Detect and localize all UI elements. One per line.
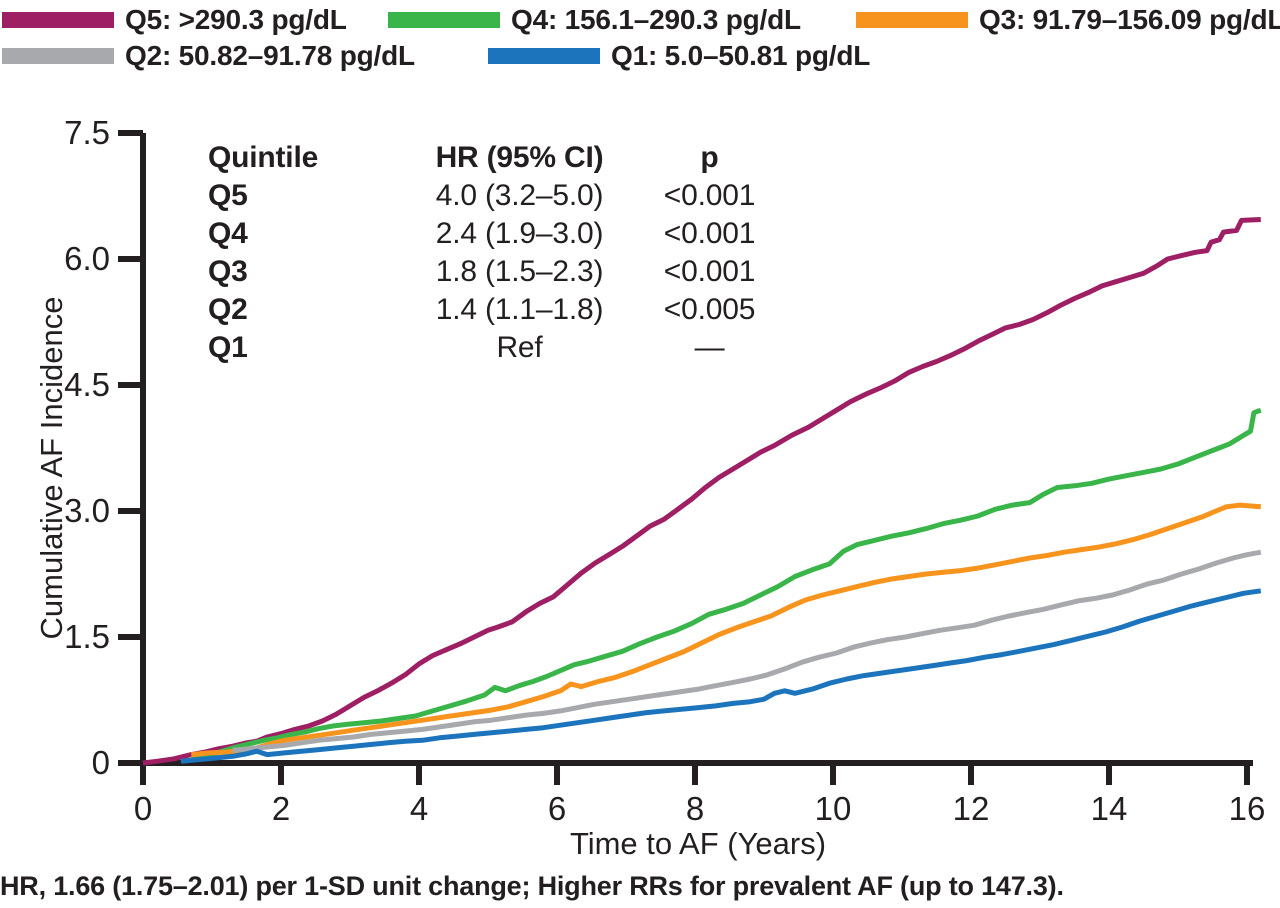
y-axis-tick-label: 1.5 (64, 618, 110, 655)
x-axis-tick-label: 4 (410, 790, 428, 827)
table-cell-hr: 4.0 (3.2–5.0) (435, 179, 604, 212)
y-axis-tick-label: 6.0 (64, 240, 110, 277)
x-axis-tick-label: 12 (953, 790, 990, 827)
series-q3-line (191, 502, 1261, 758)
table-cell-hr: 2.4 (1.9–3.0) (435, 217, 604, 250)
q5-color-swatch (2, 12, 114, 28)
legend-label-q3: Q3: 91.79–156.09 pg/dL (979, 4, 1280, 35)
y-axis-tick-label: 3.0 (64, 492, 110, 529)
y-axis-tick-label: 4.5 (64, 366, 110, 403)
series-q5-line (142, 217, 1261, 766)
legend-item-q2: Q2: 50.82–91.78 pg/dL (2, 40, 415, 72)
x-axis-tick-label: 0 (134, 790, 152, 827)
legend-item-q4: Q4: 156.1–290.3 pg/dL (388, 4, 801, 36)
series-q2-line (232, 549, 1262, 753)
legend-label-q5: Q5: >290.3 pg/dL (125, 4, 347, 35)
hazard-ratio-table: Quintile HR (95% CI) p Q5 4.0 (3.2–5.0) … (208, 139, 802, 367)
q4-color-swatch (388, 12, 500, 28)
table-cell-quintile: Q2 (208, 293, 248, 326)
legend-item-q1: Q1: 5.0–50.81 pg/dL (488, 40, 870, 72)
x-axis-tick-label: 14 (1091, 790, 1128, 827)
q3-color-swatch (856, 12, 968, 28)
legend-item-q3: Q3: 91.79–156.09 pg/dL (856, 4, 1280, 36)
table-header-quintile: Quintile (208, 141, 319, 174)
table-cell-hr: 1.8 (1.5–2.3) (435, 255, 604, 288)
series-q1-line (180, 588, 1262, 764)
table-cell-p: <0.005 (663, 293, 756, 326)
q1-color-swatch (488, 48, 600, 64)
x-axis-title: Time to AF (Years) (569, 826, 827, 861)
q2-color-swatch (2, 48, 114, 64)
table-cell-quintile: Q1 (208, 331, 248, 364)
x-axis-tick-label: 16 (1229, 790, 1266, 827)
series-q4-line (190, 407, 1262, 762)
table-cell-quintile: Q5 (208, 179, 248, 212)
legend-label-q2: Q2: 50.82–91.78 pg/dL (125, 40, 415, 71)
table-cell-hr: 1.4 (1.1–1.8) (435, 293, 604, 326)
table-header-p: p (700, 141, 719, 174)
table-cell-p: <0.001 (663, 217, 756, 250)
y-axis-tick-label: 0 (92, 744, 110, 781)
figure-caption: HR, 1.66 (1.75–2.01) per 1-SD unit chang… (0, 871, 1064, 901)
legend-label-q4: Q4: 156.1–290.3 pg/dL (511, 4, 801, 35)
table-cell-quintile: Q4 (208, 217, 248, 250)
y-axis-title: Cumulative AF Incidence (34, 296, 69, 640)
x-axis-tick-label: 8 (686, 790, 704, 827)
y-axis-tick-label: 7.5 (64, 114, 110, 151)
table-cell-p: <0.001 (663, 255, 756, 288)
legend-label-q1: Q1: 5.0–50.81 pg/dL (611, 40, 871, 71)
x-axis-tick-label: 10 (815, 790, 852, 827)
x-axis-tick-label: 2 (272, 790, 290, 827)
table-cell-hr: Ref (496, 331, 543, 364)
table-cell-p: <0.001 (663, 179, 756, 212)
legend-item-q5: Q5: >290.3 pg/dL (2, 4, 347, 36)
table-cell-quintile: Q3 (208, 255, 248, 288)
table-header-hr: HR (95% CI) (435, 141, 604, 174)
table-cell-p: — (694, 331, 725, 364)
x-axis-tick-label: 6 (548, 790, 566, 827)
